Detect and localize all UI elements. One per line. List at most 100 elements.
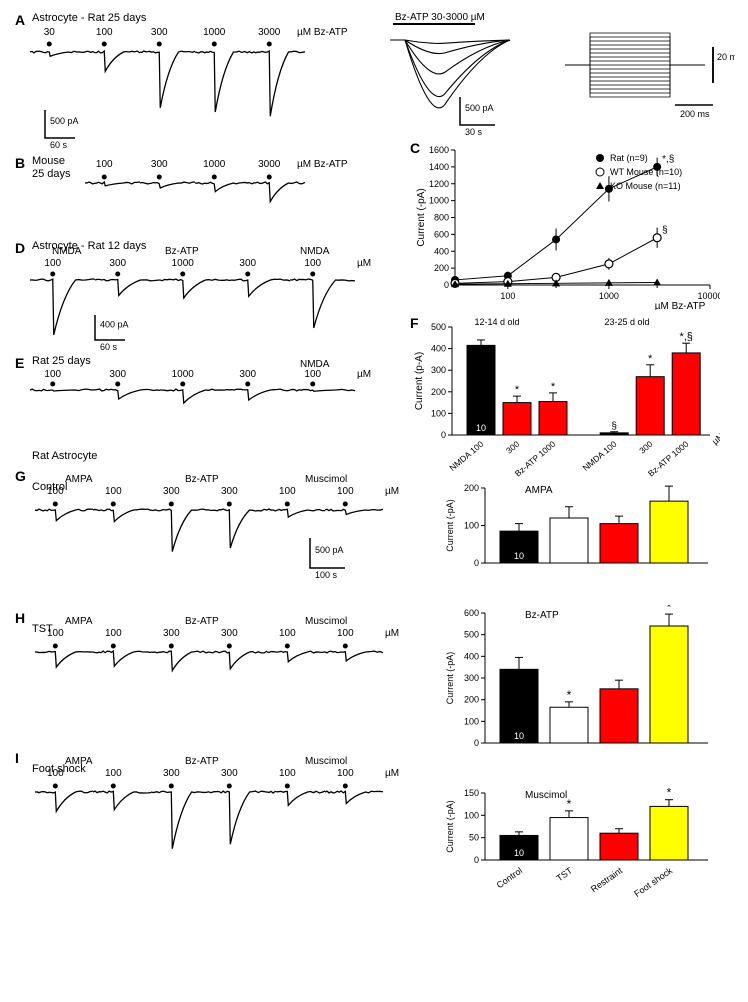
svg-text:TST: TST (554, 865, 574, 883)
svg-text:10: 10 (514, 551, 524, 561)
svg-text:300: 300 (637, 439, 655, 456)
svg-text:23-25 d old: 23-25 d old (604, 317, 649, 327)
svg-text:100: 100 (337, 628, 354, 639)
svg-text:0: 0 (441, 430, 446, 440)
svg-text:Current (-pA): Current (-pA) (445, 499, 455, 552)
svg-text:30 s: 30 s (465, 127, 483, 137)
svg-text:µM Bz-ATP: µM Bz-ATP (297, 27, 348, 38)
svg-text:1000: 1000 (172, 258, 195, 269)
svg-text:*: * (648, 353, 653, 365)
svg-text:300: 300 (221, 768, 238, 779)
svg-text:100: 100 (304, 369, 321, 380)
svg-text:100: 100 (96, 159, 113, 170)
svg-text:300: 300 (464, 673, 479, 683)
svg-text:1600: 1600 (429, 145, 449, 155)
svg-text:100: 100 (464, 521, 479, 531)
svg-text:100: 100 (464, 810, 479, 820)
svg-text:§: § (611, 421, 617, 432)
svg-text:µM Bz-ATP: µM Bz-ATP (297, 159, 348, 170)
svg-text:Foot shock: Foot shock (632, 865, 674, 899)
svg-text:300: 300 (151, 159, 168, 170)
svg-text:100: 100 (105, 486, 122, 497)
svg-text:Bz-ATP: Bz-ATP (185, 616, 219, 627)
svg-text:Rat (n=9): Rat (n=9) (610, 153, 648, 163)
svg-text:µM: µM (385, 628, 399, 639)
svg-text:100: 100 (279, 628, 296, 639)
svg-text:200: 200 (434, 263, 449, 273)
svg-text:*: * (667, 605, 672, 614)
svg-text:100: 100 (304, 258, 321, 269)
svg-text:10: 10 (476, 423, 486, 433)
svg-text:300: 300 (431, 365, 446, 375)
svg-text:µM: µM (385, 768, 399, 779)
svg-text:200 ms: 200 ms (680, 109, 710, 119)
svg-text:*: * (667, 786, 672, 800)
svg-text:§: § (662, 225, 668, 236)
svg-text:600: 600 (464, 608, 479, 618)
svg-text:AMPA: AMPA (525, 485, 553, 496)
svg-text:Bz-ATP: Bz-ATP (525, 610, 559, 621)
svg-text:10: 10 (514, 731, 524, 741)
svg-text:800: 800 (434, 213, 449, 223)
svg-text:100: 100 (500, 291, 515, 301)
svg-text:500 pA: 500 pA (50, 116, 79, 126)
svg-text:µM: µM (357, 369, 371, 380)
svg-text:*,§: *,§ (679, 331, 692, 343)
svg-text:µM Bz-ATP: µM Bz-ATP (655, 301, 706, 310)
svg-text:100: 100 (96, 27, 113, 38)
svg-text:Muscimol: Muscimol (305, 616, 347, 627)
svg-text:3000: 3000 (258, 27, 281, 38)
svg-text:3000: 3000 (258, 159, 281, 170)
svg-text:Bz-ATP: Bz-ATP (165, 246, 199, 257)
svg-text:Current (-pA): Current (-pA) (445, 652, 455, 705)
svg-text:WT Mouse (n=10): WT Mouse (n=10) (610, 167, 682, 177)
svg-text:100: 100 (105, 768, 122, 779)
svg-text:500: 500 (431, 322, 446, 332)
svg-text:300: 300 (109, 258, 126, 269)
svg-text:Muscimol: Muscimol (305, 474, 347, 485)
svg-text:100: 100 (105, 628, 122, 639)
svg-text:Bz-ATP: Bz-ATP (185, 756, 219, 767)
svg-text:200: 200 (431, 387, 446, 397)
svg-text:1000: 1000 (429, 196, 449, 206)
svg-text:50: 50 (469, 833, 479, 843)
svg-text:NMDA 100: NMDA 100 (447, 439, 485, 473)
svg-text:100: 100 (279, 768, 296, 779)
svg-text:100: 100 (337, 768, 354, 779)
svg-text:0: 0 (474, 738, 479, 748)
svg-text:0: 0 (474, 558, 479, 568)
svg-text:300: 300 (151, 27, 168, 38)
svg-text:100: 100 (464, 716, 479, 726)
svg-text:100: 100 (44, 258, 61, 269)
svg-text:Muscimol: Muscimol (525, 790, 567, 801)
svg-text:500: 500 (464, 630, 479, 640)
svg-text:1000: 1000 (172, 369, 195, 380)
svg-text:100: 100 (279, 486, 296, 497)
svg-text:1000: 1000 (203, 159, 226, 170)
svg-text:*,§: *,§ (662, 154, 674, 165)
svg-text:1000: 1000 (599, 291, 619, 301)
svg-text:*: * (567, 797, 572, 811)
svg-text:µM: µM (357, 258, 371, 269)
svg-text:300: 300 (239, 369, 256, 380)
svg-text:400 pA: 400 pA (100, 320, 129, 330)
svg-text:1400: 1400 (429, 162, 449, 172)
svg-text:100: 100 (337, 486, 354, 497)
svg-text:300: 300 (221, 486, 238, 497)
svg-text:100 s: 100 s (315, 570, 338, 580)
svg-text:Current (-pA): Current (-pA) (445, 800, 455, 853)
figure-root: 3010030010003000µM Bz-ATP500 pA60 sAAstr… (10, 10, 738, 992)
svg-text:12-14 d old: 12-14 d old (474, 317, 519, 327)
svg-text:*: * (567, 688, 572, 702)
svg-text:NMDA 100: NMDA 100 (581, 439, 619, 473)
svg-text:60 s: 60 s (50, 140, 68, 150)
svg-text:NMDA: NMDA (300, 246, 330, 257)
svg-text:µM: µM (710, 431, 720, 447)
svg-text:100: 100 (44, 369, 61, 380)
svg-text:AMPA: AMPA (65, 474, 93, 485)
svg-text:0: 0 (444, 280, 449, 290)
svg-text:300: 300 (163, 768, 180, 779)
svg-text:300: 300 (109, 369, 126, 380)
svg-text:Current (-pA): Current (-pA) (416, 188, 427, 246)
svg-text:10: 10 (514, 848, 524, 858)
